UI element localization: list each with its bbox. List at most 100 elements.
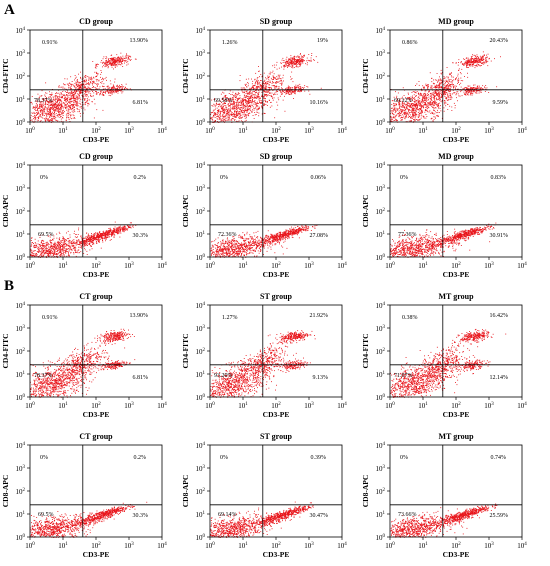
event-dot xyxy=(85,90,86,92)
event-dot xyxy=(235,117,237,118)
event-dot xyxy=(217,118,219,120)
event-dot xyxy=(260,101,262,103)
event-dot xyxy=(266,91,267,93)
event-dot xyxy=(57,115,58,117)
event-dot xyxy=(35,254,37,256)
event-dot xyxy=(55,95,57,96)
x-tick-label: 100 xyxy=(385,127,395,135)
event-dot xyxy=(64,106,66,108)
event-dot xyxy=(109,63,111,65)
event-dot xyxy=(241,110,242,111)
event-dot xyxy=(64,105,66,106)
event-dot xyxy=(409,104,411,106)
event-dot xyxy=(220,115,221,117)
event-dot xyxy=(52,103,54,105)
event-dot xyxy=(61,103,63,105)
event-dot xyxy=(408,112,410,114)
event-dot xyxy=(113,61,115,63)
event-dot xyxy=(254,112,256,113)
event-dot xyxy=(467,63,469,64)
event-dot xyxy=(118,86,120,88)
event-dot xyxy=(242,88,244,90)
event-dot xyxy=(222,117,224,119)
event-dot xyxy=(443,87,445,89)
event-dot xyxy=(48,114,50,115)
event-dot xyxy=(103,94,104,95)
event-dot xyxy=(430,85,432,87)
event-dot xyxy=(283,65,284,67)
event-dot xyxy=(115,88,117,89)
event-dot xyxy=(461,90,463,92)
event-dot xyxy=(228,117,230,119)
event-dot xyxy=(49,114,51,116)
event-dot xyxy=(262,84,264,86)
event-dot xyxy=(440,96,442,98)
event-dot xyxy=(436,98,438,100)
event-dot xyxy=(75,92,77,94)
event-dot xyxy=(426,116,428,117)
event-dot xyxy=(440,80,442,82)
event-dot xyxy=(115,88,116,90)
event-dot xyxy=(73,246,75,248)
event-dot xyxy=(66,250,67,252)
event-dot xyxy=(227,103,229,105)
event-dot xyxy=(112,58,114,60)
event-dot xyxy=(236,93,238,95)
event-dot xyxy=(440,81,442,83)
event-dot xyxy=(47,242,49,244)
event-dot xyxy=(228,106,230,107)
event-dot xyxy=(291,63,293,65)
event-dot xyxy=(236,113,238,115)
event-dot xyxy=(69,92,71,94)
event-dot xyxy=(85,241,87,243)
event-dot xyxy=(107,65,109,67)
event-dot xyxy=(435,102,437,103)
event-dot xyxy=(49,96,51,97)
event-dot xyxy=(396,100,398,102)
event-dot xyxy=(265,81,267,83)
event-dot xyxy=(224,119,226,121)
event-dot xyxy=(54,109,56,110)
event-dot xyxy=(242,92,244,94)
event-dot xyxy=(106,79,107,81)
event-dot xyxy=(299,57,301,59)
event-dot xyxy=(56,92,58,94)
event-dot xyxy=(460,82,462,84)
event-dot xyxy=(83,242,85,244)
event-dot xyxy=(299,90,301,92)
event-dot xyxy=(265,87,267,89)
event-dot xyxy=(102,109,104,111)
event-dot xyxy=(247,85,249,87)
event-dot xyxy=(68,94,70,96)
event-dot xyxy=(124,88,126,89)
event-dot xyxy=(48,249,49,251)
event-dot xyxy=(87,86,89,88)
event-dot xyxy=(272,80,273,82)
event-dot xyxy=(280,78,282,80)
event-dot xyxy=(32,121,34,122)
event-dot xyxy=(418,93,419,95)
event-dot xyxy=(78,85,80,87)
event-dot xyxy=(403,113,405,114)
event-dot xyxy=(38,111,40,113)
event-dot xyxy=(404,106,406,108)
y-tick-label: 101 xyxy=(196,96,206,104)
event-dot xyxy=(239,109,241,110)
event-dot xyxy=(476,85,478,87)
event-dot xyxy=(274,66,276,68)
event-dot xyxy=(74,246,76,248)
scatter-plot-1: CD group100100101101102102103103104104CD… xyxy=(1,17,167,144)
event-dot xyxy=(264,96,265,98)
event-dot xyxy=(469,59,471,61)
event-dot xyxy=(91,101,93,103)
event-dot xyxy=(438,93,440,95)
event-dot xyxy=(58,109,60,110)
event-dot xyxy=(223,101,225,103)
panel-label-a: A xyxy=(4,2,15,18)
event-dot xyxy=(219,118,220,120)
event-dot xyxy=(217,114,218,116)
event-dot xyxy=(445,87,447,89)
event-dot xyxy=(38,107,40,109)
event-dot xyxy=(47,244,49,246)
event-dot xyxy=(461,63,463,65)
